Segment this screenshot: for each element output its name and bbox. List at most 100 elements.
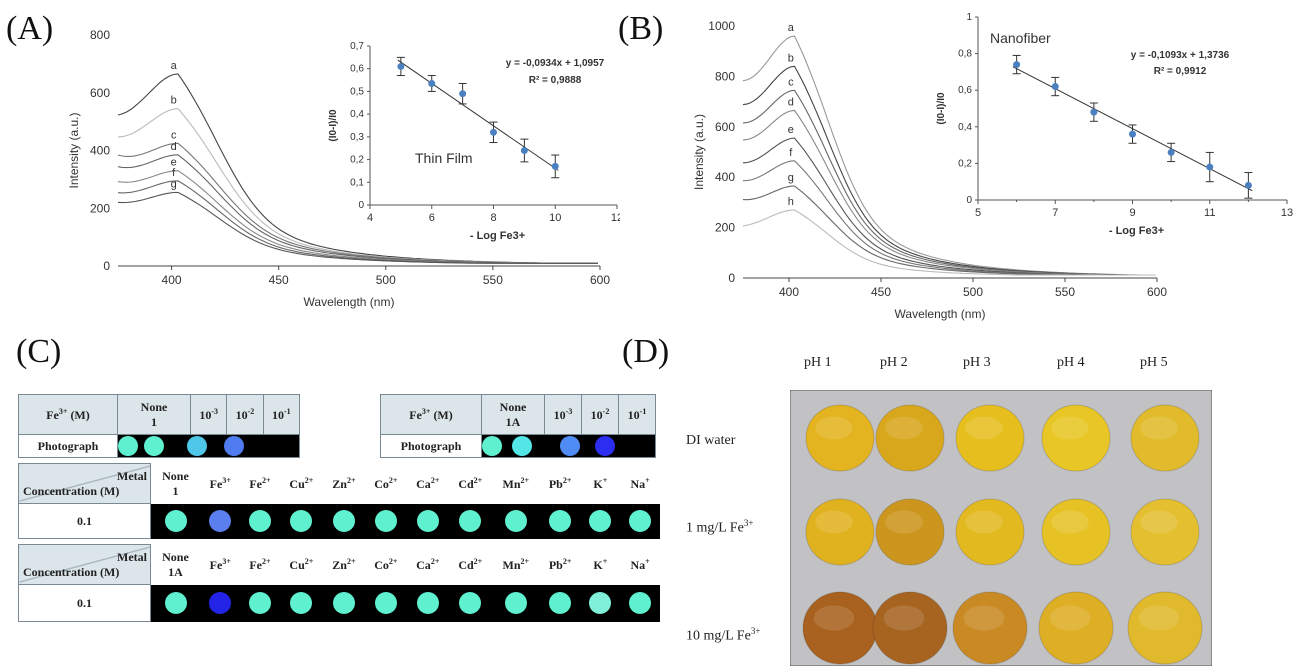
ion-header-ca: Ca2+ (406, 544, 449, 585)
spot-cell (322, 584, 365, 622)
fluorescence-spot (144, 436, 164, 456)
inset-x-tick-label: 6 (429, 212, 435, 224)
fit-equation: y = -0,0934x + 1,0957 (506, 58, 605, 69)
none-1-header: None 1 (117, 394, 191, 435)
series-label-h: h (788, 196, 794, 208)
spectrum-line-d (742, 109, 1156, 276)
inset-x-tick-label: 11 (1204, 207, 1215, 219)
concentration-value: 0.1 (18, 584, 151, 622)
sample-disc (1038, 591, 1114, 665)
fluorescence-spot (629, 592, 652, 614)
sample-disc (955, 498, 1025, 566)
fluorescence-spot (504, 592, 527, 614)
y-tick-label: 400 (90, 144, 110, 158)
series-label-g: g (788, 172, 794, 184)
x-tick-label: 400 (779, 285, 799, 299)
spectrum-line-h (742, 209, 1156, 276)
inset-x-axis-label: - Log Fe3+ (1109, 225, 1164, 237)
inset-y-tick-label: 0,2 (958, 158, 972, 169)
spot-cell (406, 503, 449, 539)
y-tick-label: 0 (103, 259, 110, 273)
metal-concentration-header: Metal Concentration (M) (18, 544, 151, 585)
inset-x-tick-label: 12 (611, 212, 620, 224)
disc-highlight (815, 416, 853, 440)
x-tick-label: 600 (590, 273, 610, 287)
fluorescence-spot (332, 510, 355, 532)
inset-y-tick-label: 0 (966, 195, 972, 206)
series-label-a: a (788, 22, 795, 34)
sample-disc (805, 498, 875, 566)
disc-highlight (1138, 605, 1180, 631)
concentration-label: Concentration (M) (23, 564, 120, 579)
disc-highlight (813, 605, 855, 631)
sample-disc (955, 404, 1025, 472)
none-sub-label: 1 (172, 483, 179, 498)
sample-disc (805, 404, 875, 472)
inset-x-tick-label: 13 (1281, 207, 1293, 219)
chart-a-emission-spectra: 400 450 500 550 600 0 200 400 600 800 Wavelength (… (67, 28, 620, 309)
spot-cell (620, 584, 660, 622)
metal-label: Metal (117, 549, 147, 564)
inset-y-tick-label: 0,5 (350, 86, 364, 97)
concentration-label: Concentration (M) (23, 483, 120, 498)
table-fe-conc-1a: Fe3+ (M) None 1A 10-3 10-2 10-1 Photograp… (380, 394, 656, 458)
disc-highlight (1140, 416, 1178, 440)
disc-highlight (1049, 605, 1091, 631)
fluorescence-spot (248, 592, 271, 614)
data-point (520, 146, 528, 154)
fluorescence-spot (248, 510, 271, 532)
spectrum-line-f (742, 160, 1156, 276)
fluorescence-spot (164, 592, 187, 614)
spot-cell (406, 584, 449, 622)
spectrum-line-b (742, 65, 1156, 276)
y-tick-label: 0 (728, 271, 735, 285)
x-tick-label: 550 (1055, 285, 1075, 299)
y-tick-label: 1000 (708, 19, 735, 33)
ion-header-co: Co2+ (364, 463, 407, 504)
series-label-e: e (788, 124, 794, 136)
panel-label-d: (D) (622, 333, 670, 370)
x-tick-label: 500 (963, 285, 983, 299)
disc-highlight (1140, 510, 1178, 534)
spot-cell (448, 584, 492, 622)
none-header: None 1 (150, 463, 201, 504)
spot-cell (240, 584, 280, 622)
metal-table: Metal Concentration (M) None 1 Fe3+ Fe2+ Cu2+ Z… (18, 463, 660, 539)
ion-header-mn: Mn2+ (491, 463, 540, 504)
row-label: DI water (686, 433, 736, 448)
chart-b-emission-spectra: 400 450 500 550 600 0 200 400 600 800 1000 Waveleng… (692, 12, 1293, 321)
spectrum-line-e (742, 137, 1156, 276)
none-header: None 1A (150, 544, 201, 585)
series-label-d: d (788, 96, 794, 108)
r-squared: R² = 0,9912 (1154, 66, 1207, 77)
conc-header: 10-1 (262, 394, 301, 435)
sample-disc (1130, 498, 1200, 566)
fluorescence-spot (374, 510, 397, 532)
table-fe-conc-1: Fe3+ (M) None 1 10-3 10-2 10-1 Photograph (18, 394, 301, 458)
ion-header-co: Co2+ (364, 544, 407, 585)
disc-highlight (1051, 416, 1089, 440)
inset-x-tick-label: 9 (1129, 207, 1135, 219)
fluorescence-spot (416, 510, 439, 532)
none-label: None (162, 549, 189, 564)
fluorescence-spot (512, 436, 532, 456)
disc-highlight (885, 416, 923, 440)
row-label: 1 mg/L Fe3+ (686, 518, 754, 536)
none-1a-header: None 1A (481, 394, 545, 435)
series-label-a: a (171, 60, 178, 72)
series-label-c: c (171, 129, 177, 141)
disc-highlight (885, 510, 923, 534)
spectrum-line-a (742, 35, 1156, 276)
x-tick-label: 450 (269, 273, 289, 287)
fluorescence-spot (595, 436, 615, 456)
y-axis-label: Intensity (a.u.) (692, 114, 706, 190)
inset-y-tick-label: 0,4 (958, 122, 972, 133)
fluorescence-spot (459, 592, 482, 614)
fluorescence-spot (290, 510, 313, 532)
fluorescence-spot (209, 510, 232, 532)
fluorescence-spot (416, 592, 439, 614)
spot-cell (364, 584, 407, 622)
spot-cell (580, 584, 621, 622)
x-axis-label: Wavelength (nm) (895, 307, 986, 321)
none-label: None (162, 468, 189, 483)
